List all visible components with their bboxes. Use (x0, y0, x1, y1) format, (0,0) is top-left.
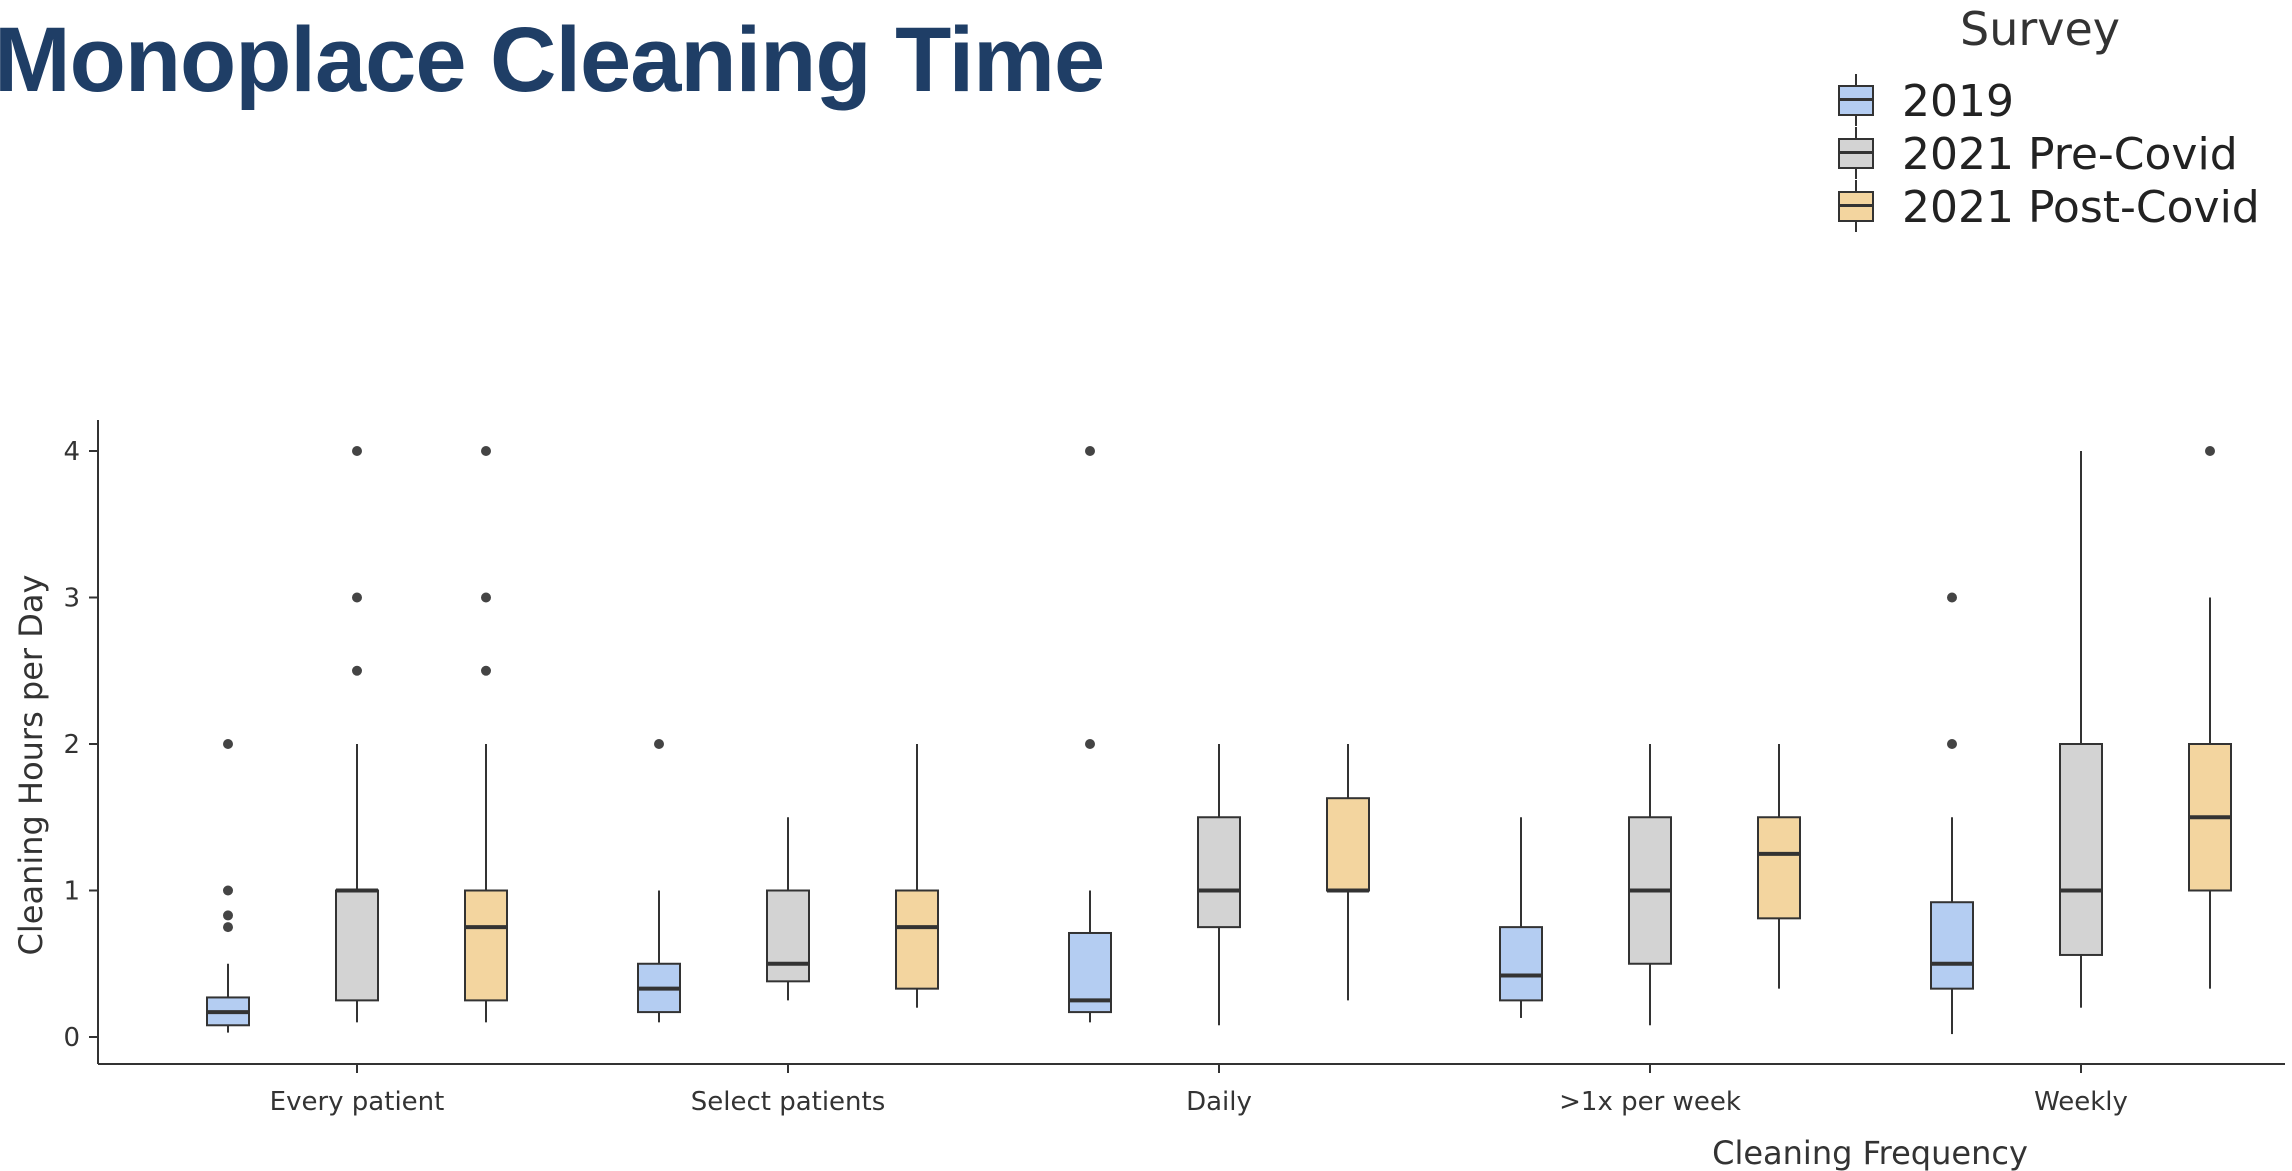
box-body (1499, 926, 1543, 1002)
y-tick-label: 0 (63, 1023, 80, 1053)
outlier-point (1947, 592, 1957, 603)
outlier-point (352, 446, 362, 456)
box-2021-post-covid (2188, 446, 2232, 989)
x-axis-title: Cleaning Frequency (1712, 1134, 2028, 1171)
legend-key-2021-pre-covid (1826, 127, 1886, 179)
box-body (1197, 816, 1241, 929)
box-body (1757, 816, 1801, 920)
outlier-point (223, 922, 233, 933)
x-tick-label: Weekly (2034, 1087, 2128, 1117)
y-tick-label: 2 (63, 730, 80, 760)
box-2019 (637, 739, 681, 1023)
legend-key-2021-post-covid (1826, 180, 1886, 232)
outlier-point (223, 739, 233, 749)
x-tick-label: Select patients (691, 1087, 886, 1117)
legend-label-2019: 2019 (1902, 76, 2014, 127)
box-body (335, 889, 379, 1002)
box-2019 (1499, 817, 1543, 1018)
box-2019 (206, 739, 250, 1033)
legend-label-2021-post-covid: 2021 Post-Covid (1902, 182, 2260, 233)
box-2021-pre-covid (335, 446, 379, 1023)
box-2019 (1068, 446, 1112, 1023)
box-2021-pre-covid (766, 817, 810, 1001)
x-tick-label: Every patient (270, 1087, 445, 1117)
outlier-point (223, 910, 233, 921)
chart-axes: 0 1 2 3 4 Every patient Select patients Daily >1… (63, 420, 2285, 1117)
x-tick-label: >1x per week (1559, 1087, 1741, 1117)
box-body (1326, 797, 1370, 892)
box-2021-pre-covid (2059, 451, 2103, 1008)
box-2021-post-covid (464, 446, 508, 1023)
outlier-point (2205, 446, 2215, 456)
box-body (895, 889, 939, 990)
outlier-point (481, 446, 491, 456)
y-tick-label: 4 (63, 437, 80, 467)
outlier-point (223, 885, 233, 896)
box-2021-post-covid (1757, 744, 1801, 989)
box-2021-post-covid (1326, 744, 1370, 1001)
box-2021-pre-covid (1628, 744, 1672, 1026)
legend: Survey 2019 2021 Pre-Covid 2021 Post-Cov… (1800, 0, 2280, 240)
x-tick-label: Daily (1186, 1087, 1252, 1117)
outlier-point (481, 592, 491, 603)
box-body (464, 889, 508, 1002)
outlier-point (352, 592, 362, 603)
y-tick-label: 1 (63, 877, 80, 907)
legend-label-2021-pre-covid: 2021 Pre-Covid (1902, 129, 2238, 180)
page-title: Monoplace Cleaning Time (0, 9, 1105, 111)
outlier-point (1085, 739, 1095, 749)
legend-key-2019 (1826, 74, 1886, 126)
box-body (1930, 901, 1974, 990)
y-tick-label: 3 (63, 584, 80, 614)
box-2019 (1930, 592, 1974, 1035)
box-body (766, 889, 810, 983)
outlier-point (481, 665, 491, 676)
outlier-point (1947, 739, 1957, 749)
box-2021-post-covid (895, 744, 939, 1008)
legend-title: Survey (1960, 2, 2121, 56)
box-body (2059, 743, 2103, 956)
y-axis-title: Cleaning Hours per Day (12, 575, 50, 956)
box-2021-pre-covid (1197, 744, 1241, 1026)
outlier-point (654, 739, 664, 749)
outlier-point (1085, 446, 1095, 456)
chart-marks (206, 446, 2232, 1035)
outlier-point (352, 665, 362, 676)
